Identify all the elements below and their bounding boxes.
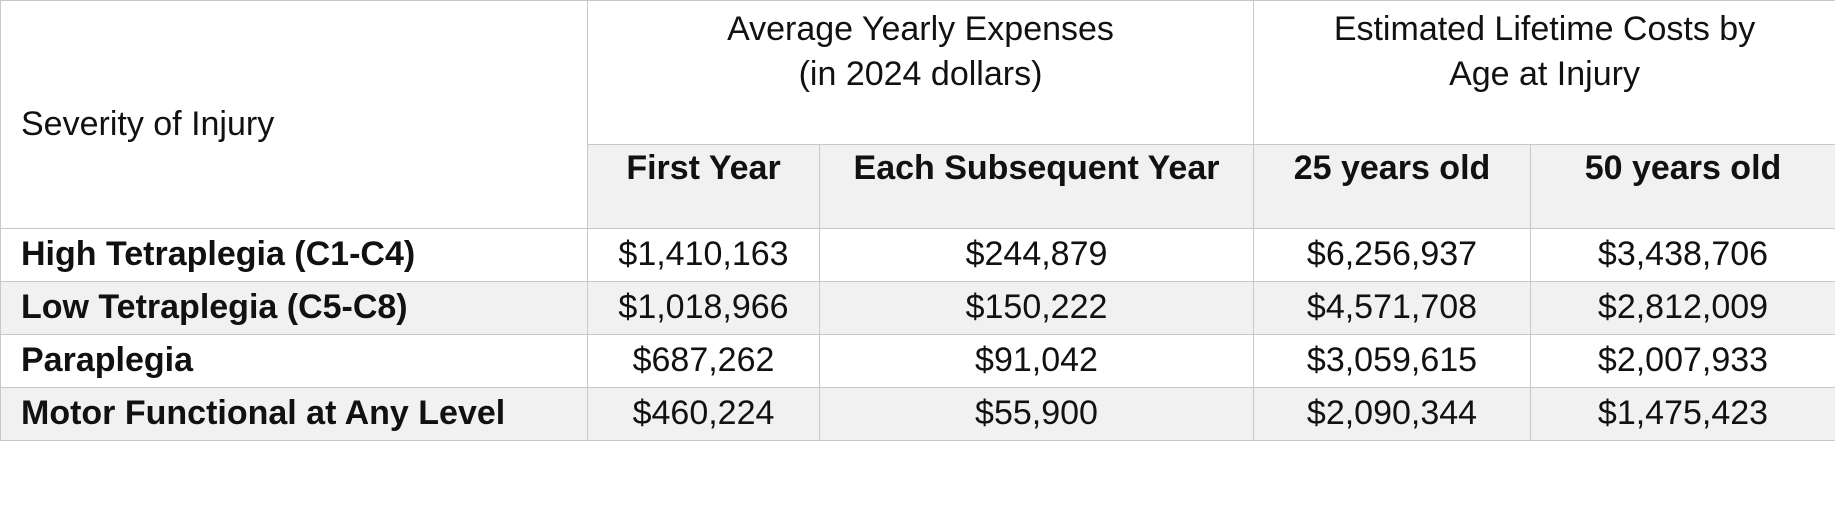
group-header-2-line2: Age at Injury	[1449, 54, 1640, 93]
table-row: Motor Functional at Any Level $460,224 $…	[0, 387, 1835, 441]
subheader-25-years-old: 25 years old	[1253, 144, 1531, 229]
cell-subsequent-year: $244,879	[819, 228, 1254, 282]
subheader-each-subsequent-year: Each Subsequent Year	[819, 144, 1254, 229]
cell-age-50: $3,438,706	[1529, 228, 1835, 282]
cost-table: Severity of Injury Average Yearly Expens…	[0, 0, 1835, 441]
cell-age-25: $6,256,937	[1253, 228, 1531, 282]
table-row: High Tetraplegia (C1-C4) $1,410,163 $244…	[0, 228, 1835, 282]
subheader-label: First Year	[626, 149, 781, 187]
cell-first-year: $1,410,163	[587, 228, 820, 282]
subheader-50-years-old: 50 years old	[1529, 144, 1835, 229]
cell-subsequent-year: $150,222	[819, 281, 1254, 335]
cell-age-25: $4,571,708	[1253, 281, 1531, 335]
cell-subsequent-year: $55,900	[819, 387, 1254, 441]
header-severity-of-injury: Severity of Injury	[0, 0, 588, 229]
group-header-1-line1: Average Yearly Expenses	[727, 10, 1114, 48]
row-label: Paraplegia	[0, 334, 588, 388]
cell-first-year: $1,018,966	[587, 281, 820, 335]
row-label: Low Tetraplegia (C5-C8)	[0, 281, 588, 335]
cell-age-50: $1,475,423	[1529, 387, 1835, 441]
row-label: Motor Functional at Any Level	[0, 387, 588, 441]
group-header-1-line2: (in 2024 dollars)	[798, 54, 1043, 93]
header-estimated-lifetime-costs: Estimated Lifetime Costs by Age at Injur…	[1252, 0, 1835, 145]
table-row: Paraplegia $687,262 $91,042 $3,059,615 $…	[0, 334, 1835, 388]
table-row: Low Tetraplegia (C5-C8) $1,018,966 $150,…	[0, 281, 1835, 335]
cell-age-50: $2,812,009	[1529, 281, 1835, 335]
subheader-label: 25 years old	[1293, 149, 1491, 187]
subheader-label: Each Subsequent Year	[853, 149, 1220, 187]
header-average-yearly-expenses: Average Yearly Expenses (in 2024 dollars…	[587, 0, 1254, 145]
corner-label: Severity of Injury	[21, 104, 275, 143]
cell-first-year: $687,262	[587, 334, 820, 388]
subheader-label: 50 years old	[1584, 149, 1782, 187]
cell-age-25: $3,059,615	[1253, 334, 1531, 388]
cell-first-year: $460,224	[587, 387, 820, 441]
cell-age-25: $2,090,344	[1253, 387, 1531, 441]
cell-subsequent-year: $91,042	[819, 334, 1254, 388]
cell-age-50: $2,007,933	[1529, 334, 1835, 388]
row-label: High Tetraplegia (C1-C4)	[0, 228, 588, 282]
group-header-2-line1: Estimated Lifetime Costs by	[1333, 10, 1756, 48]
subheader-first-year: First Year	[587, 144, 820, 229]
